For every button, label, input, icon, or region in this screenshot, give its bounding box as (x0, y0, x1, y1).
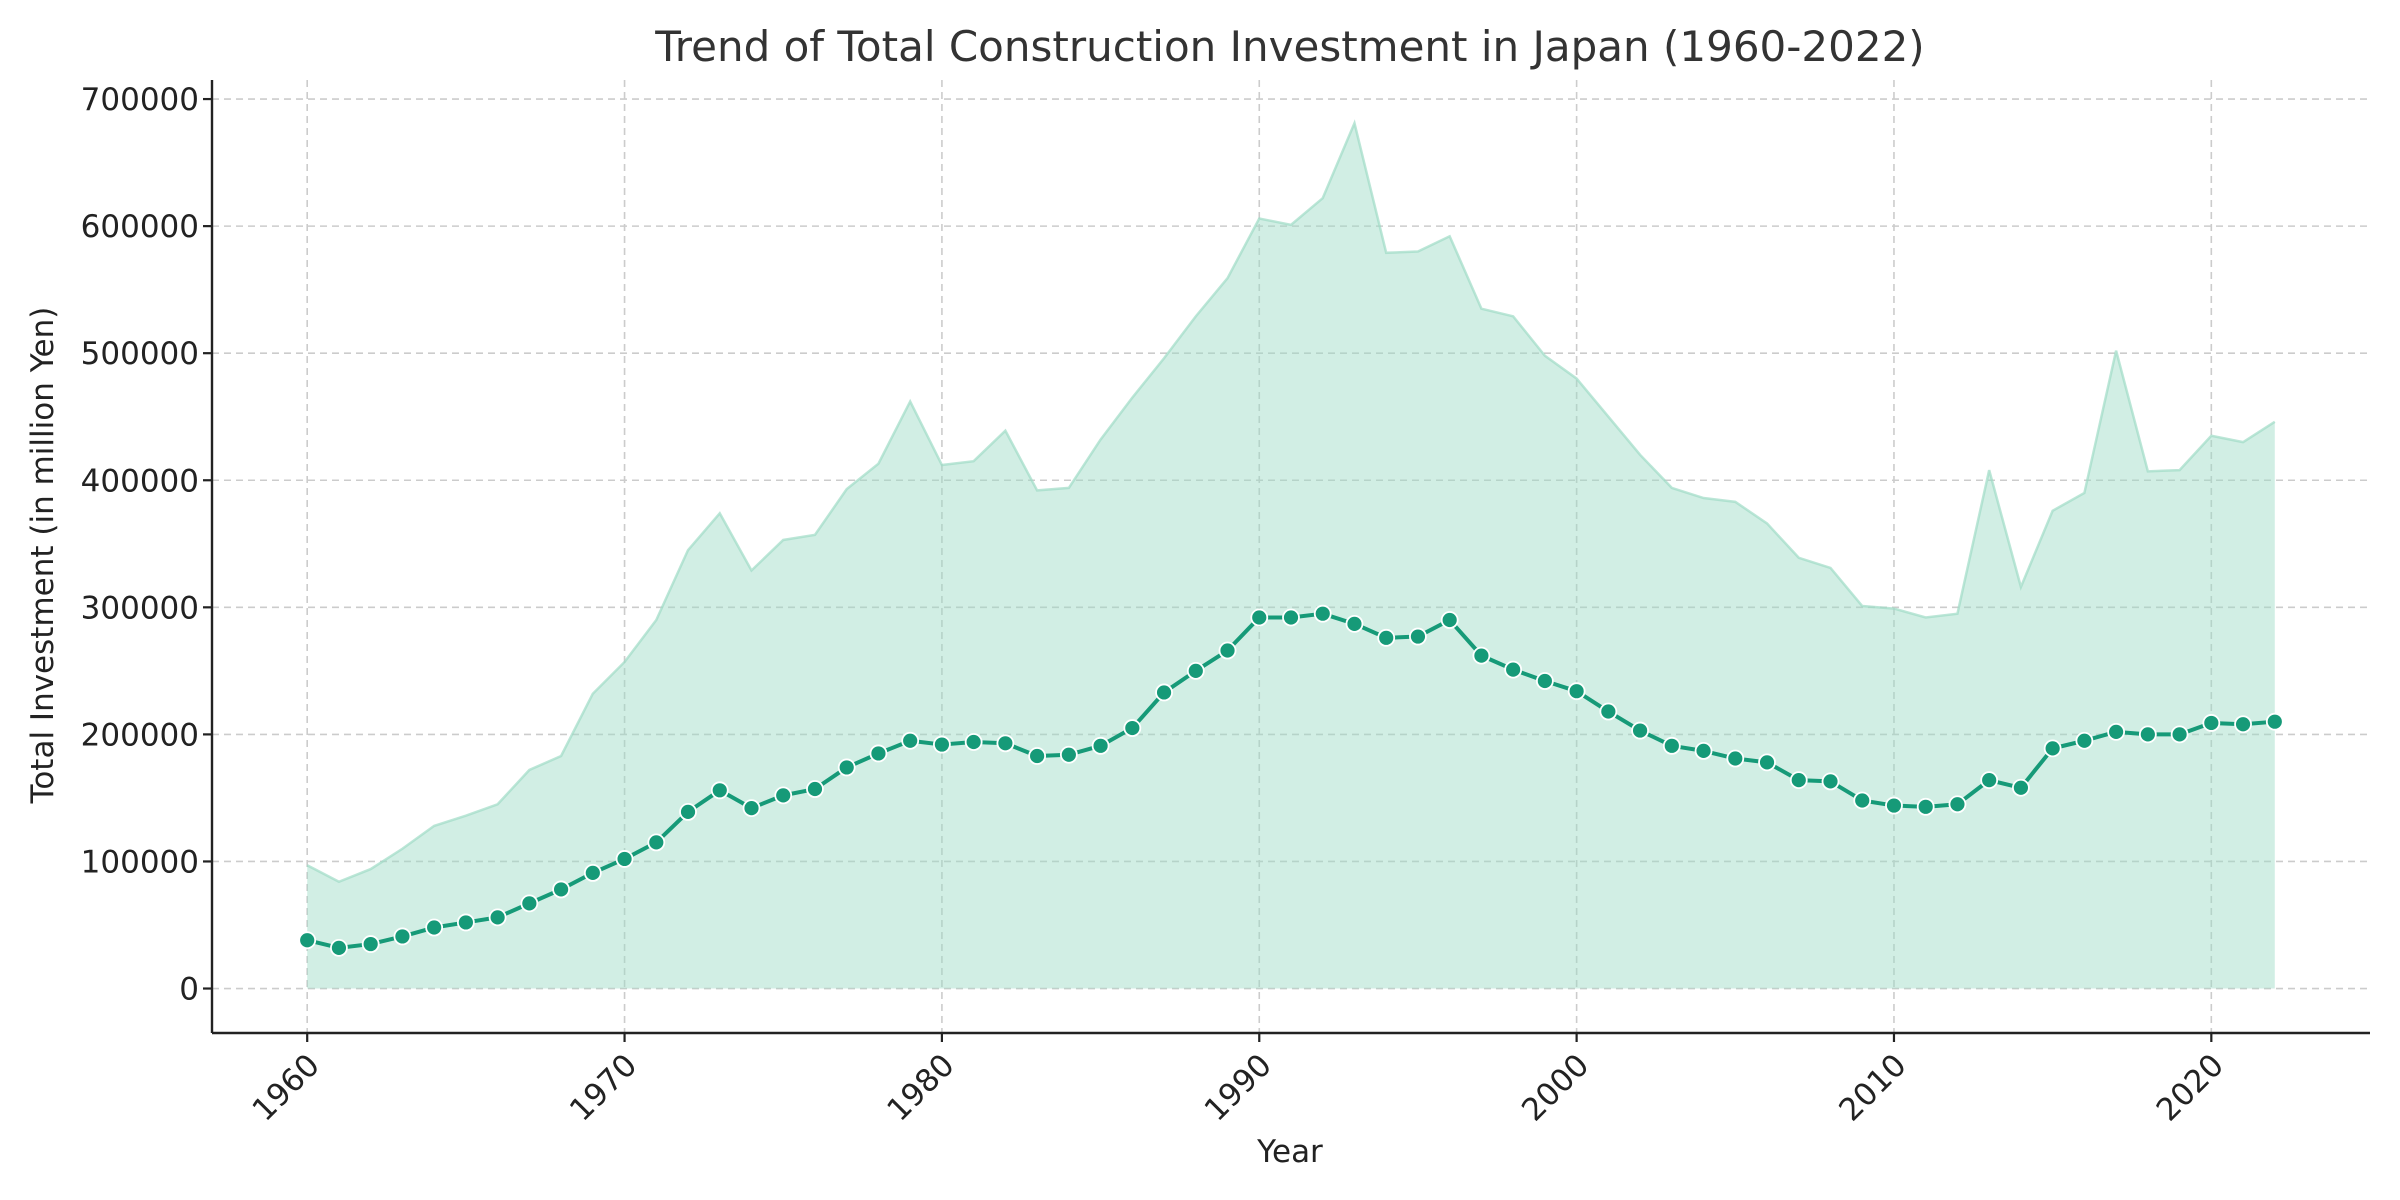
data-point (2107, 722, 2126, 741)
data-point (361, 935, 380, 953)
data-point (901, 731, 920, 750)
data-point (933, 735, 951, 754)
data-point (1155, 683, 1173, 702)
data-point (2012, 778, 2030, 797)
data-point (1409, 627, 1427, 646)
data-point (1091, 736, 1110, 755)
data-point (1186, 661, 1205, 680)
data-point (1948, 795, 1967, 814)
x-tick-label: 2010 (1832, 1047, 1913, 1128)
x-axis-label: Year (1256, 1134, 1323, 1170)
y-tick-label: 0 (179, 972, 199, 1008)
data-point (1694, 742, 1713, 760)
data-point (774, 786, 793, 805)
y-tick-label: 600000 (81, 209, 199, 245)
data-point (2265, 712, 2284, 731)
data-point (1535, 672, 1554, 690)
y-tick-label: 200000 (81, 717, 199, 753)
data-point (615, 850, 634, 868)
x-tick-label: 2000 (1515, 1047, 1596, 1128)
area-series-edge (306, 119, 2276, 884)
data-point (1662, 736, 1681, 755)
y-tick-label: 300000 (81, 590, 199, 626)
data-point (2138, 725, 2157, 744)
data-point (520, 894, 539, 913)
data-point (393, 927, 412, 946)
chart-title: Trend of Total Construction Investment i… (654, 22, 1924, 71)
data-point (425, 918, 444, 937)
data-point (552, 880, 570, 899)
data-point (1313, 604, 1332, 623)
data-point (1123, 719, 1142, 737)
data-point (488, 908, 507, 927)
x-tick-label: 1980 (880, 1047, 961, 1128)
data-point (1218, 641, 1237, 660)
data-point (1504, 660, 1523, 679)
data-point (330, 938, 348, 957)
data-point (2043, 739, 2062, 758)
data-point (1758, 753, 1776, 772)
data-point (1567, 682, 1586, 701)
data-point (1282, 608, 1300, 627)
data-point (2170, 725, 2189, 744)
data-point (1472, 646, 1491, 665)
data-point (2075, 731, 2094, 750)
y-tick-label: 400000 (81, 463, 199, 499)
data-point (1250, 608, 1269, 627)
data-point (806, 780, 824, 798)
grid (212, 80, 2370, 1033)
x-tick-label: 2020 (2150, 1047, 2231, 1128)
y-tick-label: 100000 (81, 844, 199, 880)
y-tick-label: 700000 (81, 82, 199, 118)
data-point (2202, 714, 2221, 732)
data-point (679, 803, 697, 821)
x-tick-label: 1960 (246, 1047, 327, 1128)
data-point (1377, 628, 1396, 647)
data-point (996, 734, 1015, 753)
data-point (1599, 702, 1618, 721)
data-point (710, 781, 729, 800)
data-point (298, 931, 317, 950)
data-point (1821, 772, 1840, 791)
data-point (1440, 611, 1459, 629)
data-point (1980, 771, 1999, 790)
data-point (1631, 721, 1649, 740)
data-point (2234, 715, 2252, 734)
x-tick-label: 1970 (563, 1047, 644, 1128)
plot-area (298, 119, 2284, 989)
area-series-fill (307, 123, 2275, 989)
data-point (742, 799, 761, 817)
data-point (964, 733, 983, 751)
data-point (1028, 747, 1047, 765)
data-point (1789, 771, 1808, 790)
y-tick-label: 500000 (81, 336, 199, 372)
axes (203, 80, 2370, 1042)
y-axis-label: Total Investment (in million Yen) (25, 307, 61, 805)
data-point (456, 913, 475, 932)
data-point (1916, 797, 1935, 816)
data-point (1853, 791, 1872, 810)
data-point (583, 863, 602, 882)
data-point (869, 744, 888, 763)
x-tick-label: 1990 (1198, 1047, 1279, 1128)
data-point (1885, 796, 1903, 815)
data-point (1726, 749, 1745, 768)
data-point (837, 758, 856, 777)
data-point (1059, 745, 1078, 764)
data-point (1345, 614, 1364, 633)
data-point (647, 833, 666, 852)
